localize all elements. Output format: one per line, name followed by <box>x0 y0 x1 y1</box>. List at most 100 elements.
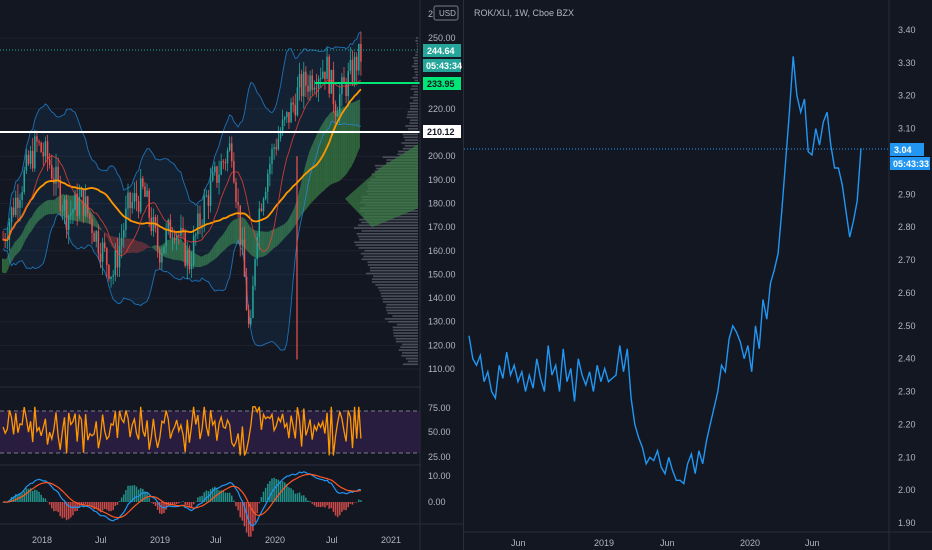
candle-body <box>228 143 231 151</box>
volume-profile-bar <box>410 119 418 122</box>
volume-profile-bar <box>375 284 418 286</box>
macd-bar <box>156 502 159 510</box>
macd-bar <box>241 502 244 521</box>
candle-body <box>31 150 34 169</box>
macd-bar <box>256 502 258 514</box>
macd-bar <box>148 497 150 502</box>
volume-profile-bar <box>405 125 418 127</box>
macd-bar <box>228 492 231 502</box>
candle-body <box>303 71 305 97</box>
volume-profile-bar <box>409 122 418 124</box>
macd-bar <box>188 502 191 508</box>
volume-profile-bar <box>355 244 418 246</box>
cloud-segment <box>247 222 250 254</box>
macd-bar <box>142 488 144 502</box>
volume-profile-bar <box>377 286 418 289</box>
price-tick: 3.20 <box>898 91 916 101</box>
volume-profile-bar <box>359 238 418 241</box>
cloud-segment <box>290 212 293 233</box>
volume-profile-bar <box>381 295 418 297</box>
cloud-segment <box>222 232 225 252</box>
candle-body <box>97 231 100 254</box>
macd-bar <box>205 490 208 502</box>
candle-body <box>262 199 265 211</box>
candle-body <box>38 141 40 143</box>
candle-body <box>353 56 356 82</box>
candle-body <box>264 191 267 200</box>
macd-bar <box>76 502 78 511</box>
price-axis[interactable]: 3.403.303.203.103.002.902.802.702.602.50… <box>898 25 916 528</box>
macd-bar <box>292 490 294 502</box>
candle-body <box>137 201 140 212</box>
macd-bar <box>44 498 47 502</box>
macd-bar <box>131 485 133 502</box>
price-tick: 2.70 <box>898 255 916 265</box>
candle-body <box>326 56 328 80</box>
macd-bar <box>279 480 282 502</box>
price-tick: 160.00 <box>428 246 456 256</box>
macd-bar <box>40 494 42 502</box>
macd-bar <box>34 489 36 502</box>
candle-body <box>61 210 64 212</box>
macd-bar <box>226 492 229 502</box>
candle-body <box>95 231 97 242</box>
candle-body <box>72 210 74 213</box>
time-tick: Jul <box>326 535 338 545</box>
candle-body <box>281 119 284 134</box>
candle-body <box>44 141 47 157</box>
cloud-segment <box>95 217 98 228</box>
cloud-segment <box>213 242 216 260</box>
candle-body <box>256 236 258 260</box>
macd-bar <box>195 501 197 503</box>
volume-profile-bar <box>414 59 418 62</box>
cloud-segment <box>21 230 24 250</box>
candle-body <box>267 173 269 192</box>
candle-body <box>360 43 362 62</box>
candlestick-chart[interactable]: 2 USD 250.00220.00210.00200.00190.00180.… <box>0 0 463 550</box>
cloud-segment <box>137 240 140 253</box>
macd-bar <box>152 502 155 504</box>
volume-profile-bar <box>410 96 418 99</box>
price-tick: 2.20 <box>898 419 916 429</box>
candle-body <box>300 74 303 97</box>
cloud-segment <box>154 245 157 252</box>
currency-label[interactable]: USD <box>433 5 459 21</box>
macd-bar <box>341 502 343 512</box>
cloud-segment <box>292 207 295 230</box>
candle-body <box>349 59 352 72</box>
candle-body <box>169 219 172 239</box>
candle-body <box>319 77 322 79</box>
cloud-segment <box>230 220 233 245</box>
macd-bar <box>38 491 40 502</box>
cloud-segment <box>4 258 7 274</box>
candle-body <box>161 253 163 263</box>
volume-profile-bar <box>410 88 418 90</box>
macd-bar <box>116 502 119 505</box>
candle-body <box>12 207 15 215</box>
last-value-badge: 3.04 <box>890 143 924 156</box>
candle-body <box>59 180 61 211</box>
macd-bar <box>51 502 53 509</box>
candle-body <box>315 87 318 89</box>
macd-bar <box>48 502 51 505</box>
macd-bar <box>220 490 222 502</box>
candle-body <box>87 196 89 214</box>
price-axis[interactable]: 250.00220.00210.00200.00190.00180.00170.… <box>428 33 456 374</box>
ratio-chart[interactable]: ROK/XLI, 1W, Cboe BZX 3.40 3.30 3.20 3.10 3.… <box>464 0 932 550</box>
candle-body <box>271 148 273 164</box>
candle-body <box>123 230 125 238</box>
ratio-chart-pane[interactable]: ROK/XLI, 1W, Cboe BZX 3.40 3.30 3.20 3.10 3.… <box>463 0 932 550</box>
price-tick: 140.00 <box>428 293 456 303</box>
cloud-segment <box>203 254 206 267</box>
cloud-segment <box>224 229 227 251</box>
main-chart-pane[interactable]: 2 USD 250.00220.00210.00200.00190.00180.… <box>0 0 463 550</box>
volume-profile-bar <box>410 108 418 110</box>
cloud-segment <box>209 249 212 263</box>
cloud-segment <box>249 225 252 256</box>
candle-body <box>247 309 250 324</box>
cloud-segment <box>93 214 96 227</box>
candle-body <box>150 217 153 232</box>
candle-body <box>275 147 277 150</box>
cloud-segment <box>129 238 132 254</box>
macd-bar <box>309 501 311 502</box>
